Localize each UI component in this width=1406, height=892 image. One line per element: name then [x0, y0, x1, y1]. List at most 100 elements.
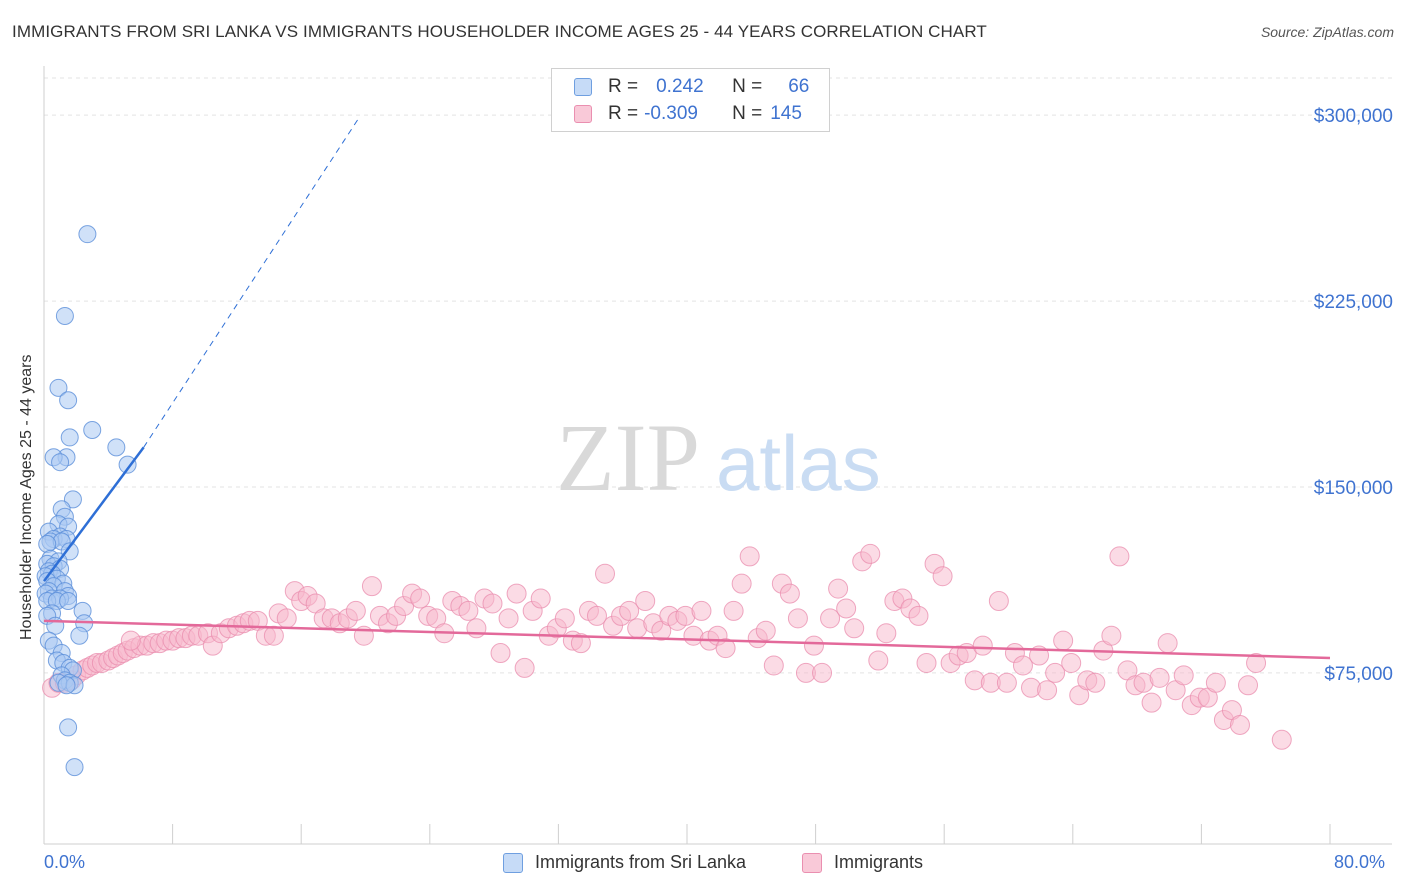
immigrants-point — [820, 608, 841, 629]
r-label: R = — [608, 103, 639, 124]
sri-lanka-point — [55, 306, 74, 325]
y-tick-label: $225,000 — [1314, 292, 1393, 313]
immigrants-point — [554, 608, 575, 629]
immigrants-point — [1101, 625, 1122, 646]
immigrants-point — [876, 623, 897, 644]
immigrants-point — [739, 546, 760, 567]
pink-swatch — [574, 105, 592, 123]
immigrants-point — [908, 605, 929, 626]
immigrants-point — [1271, 729, 1292, 750]
x-axis-max-label: 80.0% — [1334, 852, 1386, 872]
immigrants-point — [803, 635, 824, 656]
immigrants-point — [988, 591, 1009, 612]
legend-row-sri-lanka: R = 0.242 N = 66 — [574, 75, 809, 99]
sri-lanka-point — [78, 225, 97, 244]
immigrants-point — [763, 655, 784, 676]
immigrants-point — [120, 630, 141, 651]
n-value: 66 — [788, 76, 810, 97]
immigrants-point — [932, 566, 953, 587]
immigrants-point — [361, 576, 382, 597]
blue-swatch — [574, 78, 592, 96]
immigrants-point — [1053, 630, 1074, 651]
immigrants-point — [619, 600, 640, 621]
sri-lanka-point — [70, 626, 89, 645]
grid-lines — [44, 77, 1392, 674]
source-label: Source: ZipAtlas.com — [1260, 24, 1394, 40]
sri-lanka-point — [65, 758, 84, 777]
immigrants-point — [490, 643, 511, 664]
sri-lanka-point — [118, 455, 137, 474]
immigrants-trend-line — [43, 619, 1331, 660]
immigrants-point — [812, 662, 833, 683]
series-legend: Immigrants from Sri Lanka Immigrants — [0, 852, 1406, 878]
immigrants-point — [787, 608, 808, 629]
immigrants-point — [723, 600, 744, 621]
immigrants-point — [410, 588, 431, 609]
legend-item-sri-lanka: Immigrants from Sri Lanka — [503, 852, 746, 873]
immigrants-point — [779, 583, 800, 604]
sri-lanka-point — [63, 490, 82, 509]
immigrants-point — [916, 652, 937, 673]
immigrants-point — [1085, 672, 1106, 693]
immigrants-point — [482, 593, 503, 614]
immigrants-point — [530, 588, 551, 609]
immigrants-point — [691, 600, 712, 621]
immigrants-point — [731, 573, 752, 594]
sri-lanka-point — [60, 428, 79, 447]
sri-lanka-trend-line — [42, 446, 145, 582]
immigrants-point — [276, 608, 297, 629]
immigrants-point — [1157, 633, 1178, 654]
immigrants-point — [1229, 714, 1250, 735]
blue-swatch — [503, 852, 523, 873]
n-label: N = — [732, 103, 763, 124]
immigrants-point — [844, 618, 865, 639]
legend-label-immigrants: Immigrants — [834, 852, 924, 872]
y-tick-label: $300,000 — [1314, 106, 1393, 127]
immigrants-point — [1246, 652, 1267, 673]
legend-item-immigrants: Immigrants — [802, 852, 923, 873]
sri-lanka-point — [51, 453, 70, 472]
immigrants-point — [458, 600, 479, 621]
immigrants-point — [755, 620, 776, 641]
immigrants-point — [635, 591, 656, 612]
immigrants-point — [1205, 672, 1226, 693]
immigrants-point — [868, 650, 889, 671]
sri-lanka-point — [59, 391, 78, 410]
sri-lanka-point — [59, 718, 78, 737]
sri-lanka-point — [49, 378, 68, 397]
immigrants-points — [42, 543, 1292, 750]
immigrants-point — [1141, 692, 1162, 713]
immigrants-point — [595, 563, 616, 584]
immigrants-point — [1037, 680, 1058, 701]
y-tick-labels: $75,000 $150,000 $225,000 $300,000 — [1314, 106, 1393, 685]
immigrants-point — [345, 600, 366, 621]
immigrants-point — [836, 598, 857, 619]
immigrants-point — [570, 633, 591, 654]
immigrants-point — [1149, 667, 1170, 688]
immigrants-point — [715, 638, 736, 659]
immigrants-point — [506, 583, 527, 604]
axes — [43, 66, 1392, 845]
sri-lanka-trend-extension — [143, 117, 360, 448]
immigrants-point — [1238, 675, 1259, 696]
sri-lanka-point — [38, 534, 57, 553]
immigrants-point — [828, 578, 849, 599]
immigrants-point — [860, 543, 881, 564]
r-label: R = — [608, 76, 639, 97]
n-value: 145 — [770, 103, 802, 124]
watermark-atlas: atlas — [716, 419, 881, 507]
immigrants-point — [1012, 655, 1033, 676]
r-value: 0.242 — [656, 76, 704, 97]
legend-label-sri-lanka: Immigrants from Sri Lanka — [535, 852, 747, 872]
x-axis-min-label: 0.0% — [44, 852, 86, 872]
trend-lines — [42, 117, 1331, 660]
y-tick-label: $75,000 — [1324, 664, 1393, 685]
immigrants-point — [996, 672, 1017, 693]
immigrants-point — [466, 618, 487, 639]
immigrants-point — [586, 605, 607, 626]
chart-title: IMMIGRANTS FROM SRI LANKA VS IMMIGRANTS … — [12, 22, 987, 41]
legend-row-immigrants: R = -0.309 N = 145 — [574, 102, 802, 126]
immigrants-point — [498, 608, 519, 629]
sri-lanka-point — [83, 420, 102, 439]
